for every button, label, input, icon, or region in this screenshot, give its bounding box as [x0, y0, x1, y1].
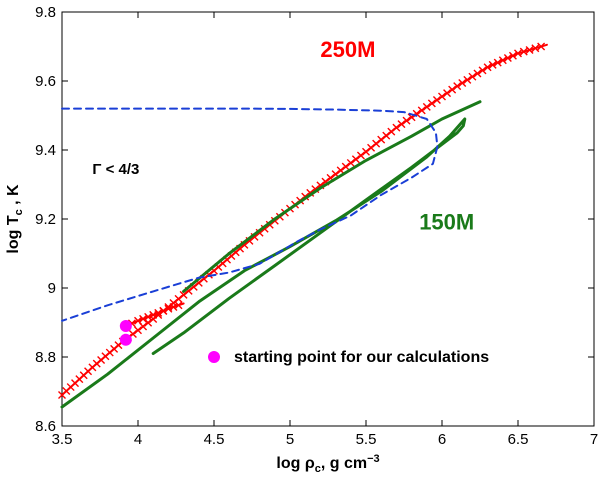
cross-marker — [134, 316, 142, 325]
series-layer — [58, 42, 548, 409]
cross-marker — [417, 106, 426, 115]
cross-marker — [134, 326, 142, 335]
x-axis-label: log ρc, g cm−3 — [276, 453, 379, 475]
cross-marker — [468, 72, 477, 81]
cross-marker — [149, 310, 158, 319]
cross-marker — [458, 79, 467, 88]
cross-marker — [397, 120, 406, 129]
cross-marker — [139, 314, 148, 323]
cross-marker — [392, 123, 401, 132]
legend-marker — [208, 351, 220, 363]
cross-marker — [144, 318, 153, 327]
cross-marker — [179, 290, 188, 299]
cross-marker — [498, 56, 507, 65]
x-tick-label: 7 — [590, 431, 598, 448]
starting-point-1 — [119, 319, 132, 332]
cross-marker — [174, 294, 183, 303]
cross-marker — [174, 301, 183, 310]
cross-marker — [519, 47, 528, 56]
cross-marker — [356, 151, 365, 160]
label-150m: 150M — [419, 209, 474, 234]
y-axis-label: log Tc , K — [5, 184, 25, 254]
cross-marker — [144, 312, 153, 321]
cross-marker — [154, 308, 163, 317]
ticks-layer: 3.5 4 4.5 5 5.5 6 6.5 7 8.6 8.8 9 9.2 9.4 9.6 9.8 — [35, 4, 598, 448]
cross-marker — [382, 131, 391, 140]
y-tick-label: 9 — [48, 280, 56, 297]
cross-marker — [503, 54, 512, 62]
cross-marker — [372, 139, 381, 148]
plot-frame — [61, 11, 595, 427]
y-tick-label: 9.8 — [35, 4, 56, 21]
cross-marker — [341, 162, 350, 171]
cross-marker — [531, 44, 540, 53]
y-tick-label: 9.6 — [35, 73, 56, 90]
cross-marker — [448, 85, 457, 94]
x-tick-label: 3.5 — [52, 431, 73, 448]
cross-marker — [159, 306, 168, 315]
label-gamma: Γ < 4/3 — [92, 161, 139, 178]
x-tick-label: 5.5 — [356, 431, 377, 448]
cross-marker — [164, 304, 173, 313]
cross-marker — [508, 51, 517, 60]
cross-marker — [493, 58, 502, 67]
y-tick-label: 8.6 — [35, 418, 56, 435]
cross-marker — [377, 135, 386, 144]
cross-marker — [443, 89, 452, 98]
cross-marker — [367, 143, 376, 152]
x-tick-label: 6 — [438, 431, 446, 448]
cross-marker — [483, 63, 492, 72]
series--4-3-boundary — [61, 107, 439, 322]
cross-marker — [422, 102, 431, 111]
series-150m-upper-branch — [182, 100, 482, 293]
cross-marker — [537, 42, 546, 51]
legend-text: starting point for our calculations — [234, 349, 489, 366]
x-tick-label: 4.5 — [204, 431, 225, 448]
x-tick-label: 6.5 — [508, 431, 529, 448]
y-tick-label: 8.8 — [35, 349, 56, 366]
cross-marker — [478, 66, 487, 75]
starting-point-2 — [119, 333, 132, 346]
cross-marker — [346, 158, 355, 167]
cross-marker — [463, 75, 472, 84]
cross-marker — [488, 60, 497, 69]
cross-marker — [169, 302, 178, 311]
cross-marker — [514, 49, 522, 58]
y-tick-label: 9.2 — [35, 211, 56, 228]
series-150m — [60, 117, 467, 409]
cross-marker — [351, 155, 360, 164]
label-250m: 250M — [320, 37, 375, 62]
cross-marker — [473, 69, 482, 78]
x-tick-label: 4 — [134, 431, 142, 448]
annotation-layer: 250M 150M Γ < 4/3 starting point for our ca… — [92, 37, 489, 366]
cross-marker — [525, 45, 534, 54]
cross-marker — [402, 116, 411, 125]
cross-marker — [438, 92, 446, 101]
x-tick-label: 5 — [286, 431, 294, 448]
y-tick-label: 9.4 — [35, 142, 56, 159]
cross-marker — [453, 82, 462, 91]
cross-marker — [432, 95, 441, 104]
cross-marker — [362, 147, 370, 156]
cross-marker — [387, 127, 396, 136]
cross-marker — [427, 99, 436, 108]
